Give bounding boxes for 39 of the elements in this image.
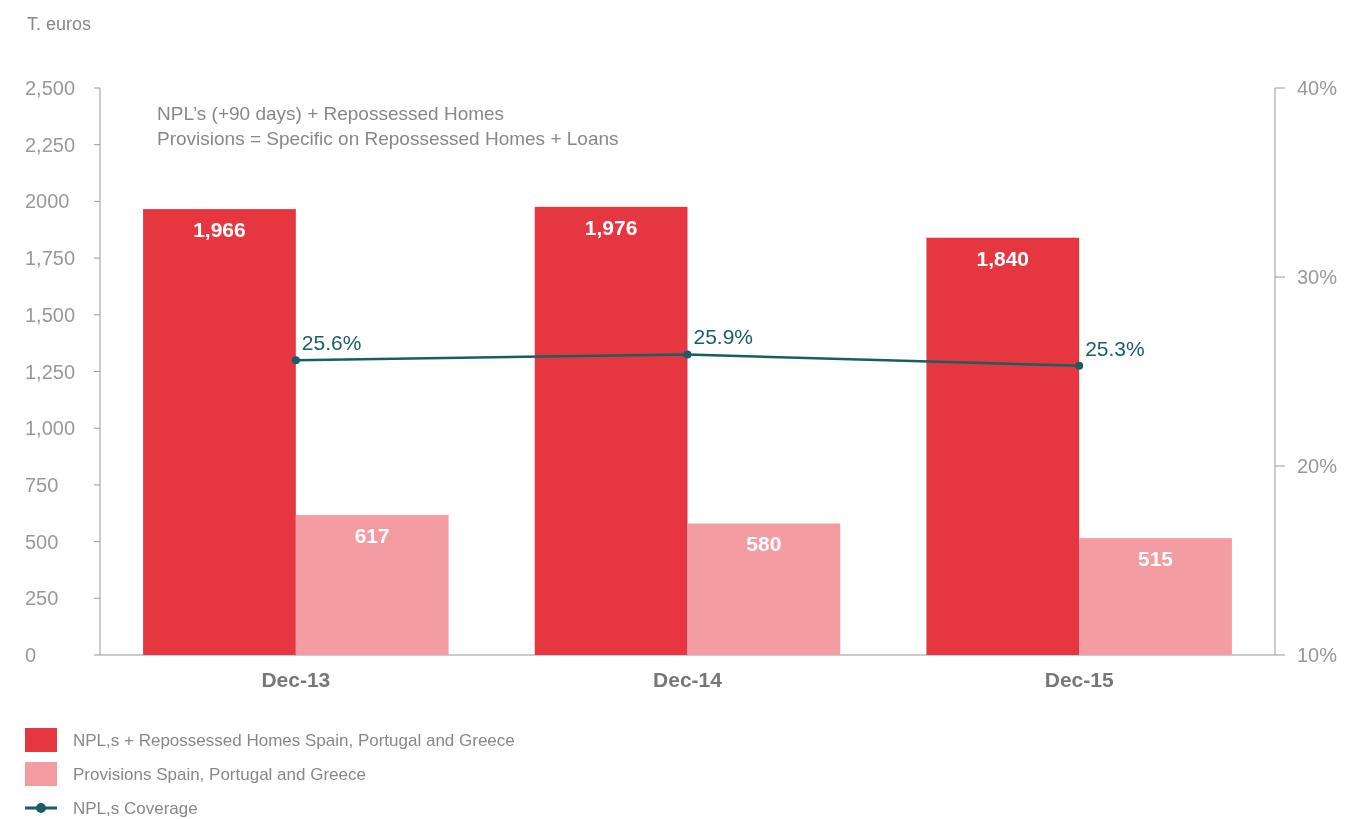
bar xyxy=(143,209,296,655)
data-label: 515 xyxy=(1138,547,1174,571)
x-tick-label: Dec-14 xyxy=(653,668,723,691)
y-tick-label: 0 xyxy=(25,644,37,666)
y2-tick-label: 30% xyxy=(1297,266,1338,288)
data-label: 617 xyxy=(354,524,390,548)
y-tick-label: 2000 xyxy=(25,190,70,213)
bar xyxy=(687,523,841,655)
legend-label: NPL,s + Repossessed Homes Spain, Portugal and Greece xyxy=(73,731,515,750)
bar xyxy=(534,206,688,655)
legend-label: NPL,s Coverage xyxy=(73,799,198,818)
bar xyxy=(926,237,1080,655)
x-tick-label: Dec-15 xyxy=(1044,668,1114,691)
data-label: 25.6% xyxy=(301,331,362,355)
y-tick-label: 250 xyxy=(25,587,59,610)
y-axis-title: T. euros xyxy=(27,14,92,34)
y-tick-label: 750 xyxy=(25,473,59,496)
data-label: 1,840 xyxy=(976,246,1030,270)
y-tick-label: 1,500 xyxy=(25,303,76,326)
y-tick-label: 500 xyxy=(25,530,59,553)
legend-label: Provisions Spain, Portugal and Greece xyxy=(73,765,366,784)
bar xyxy=(1079,538,1232,655)
x-tick-label: Dec-13 xyxy=(261,668,331,691)
y-tick-label: 2,500 xyxy=(25,77,76,99)
y2-tick-label: 10% xyxy=(1297,644,1338,666)
y-tick-label: 1,250 xyxy=(25,360,76,383)
bar xyxy=(295,515,449,655)
data-label: 25.3% xyxy=(1085,336,1145,360)
data-label: 1,966 xyxy=(193,218,246,242)
annotation: Provisions = Specific on Repossessed Homes + Loans xyxy=(157,128,619,149)
y-tick-label: 1,000 xyxy=(25,417,76,440)
annotation: NPL’s (+90 days) + Repossessed Homes xyxy=(157,103,505,124)
y-tick-label: 2,250 xyxy=(25,133,76,156)
data-label: 580 xyxy=(746,532,782,556)
y2-tick-label: 20% xyxy=(1297,455,1338,477)
data-label: 1,976 xyxy=(584,215,638,239)
y2-tick-label: 40% xyxy=(1297,77,1338,99)
y-tick-label: 1,750 xyxy=(25,247,76,270)
data-label: 25.9% xyxy=(693,325,754,349)
